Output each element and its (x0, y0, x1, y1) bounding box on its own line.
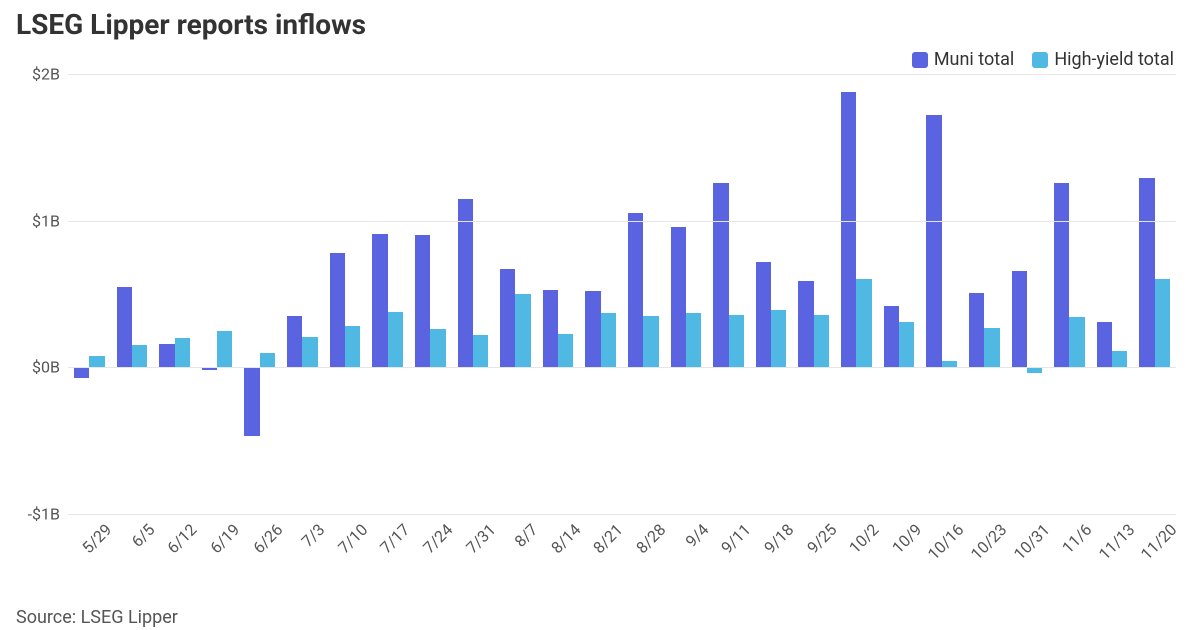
bar (643, 316, 658, 367)
legend-item-muni: Muni total (912, 49, 1014, 70)
x-tick-label: 11/13 (1095, 520, 1139, 564)
x-axis-labels: 5/29 6/56/126/196/26 7/37/107/177/247/31 8/… (68, 520, 1176, 574)
x-tick-label: 8/21 (590, 520, 627, 557)
bar (856, 279, 871, 367)
bar (756, 262, 771, 368)
x-tick-label: 9/18 (760, 520, 797, 557)
bar (117, 287, 132, 368)
x-tick-label: 7/3 (298, 520, 329, 551)
bar (74, 367, 89, 377)
bar (415, 235, 430, 367)
x-tick-label: 7/17 (377, 520, 414, 557)
bar (899, 322, 914, 367)
chart-source: Source: LSEG Lipper (16, 607, 178, 628)
bar (1097, 322, 1112, 367)
chart-title: LSEG Lipper reports inflows (16, 8, 1184, 41)
x-tick-label: 10/9 (888, 520, 925, 557)
plot-area (68, 74, 1176, 514)
x-tick-label: 8/7 (511, 520, 542, 551)
legend: Muni total High-yield total (16, 49, 1184, 70)
x-tick-label: 7/31 (462, 520, 499, 557)
bar (558, 334, 573, 368)
gridline (68, 367, 1176, 368)
y-tick-label: $0B (32, 358, 60, 377)
gridline (68, 221, 1176, 222)
y-tick-label: $1B (32, 211, 60, 230)
bar (729, 315, 744, 368)
bar (515, 294, 530, 367)
x-tick-label: 6/12 (164, 520, 201, 557)
bars-layer (68, 74, 1176, 514)
y-tick-label: $2B (32, 65, 60, 84)
bar (1155, 279, 1170, 367)
x-tick-label: 6/26 (249, 520, 286, 557)
legend-label-muni: Muni total (934, 49, 1014, 70)
x-tick-label: 7/24 (419, 520, 456, 557)
x-tick-label: 10/2 (845, 520, 882, 557)
bar (814, 315, 829, 368)
bar (686, 313, 701, 367)
chart: $2B$1B$0B-$1B 5/296/56/126/196/267/37/10… (16, 74, 1184, 574)
x-tick-label: 11/6 (1058, 520, 1095, 557)
bar (430, 329, 445, 367)
bar (628, 213, 643, 367)
bar (244, 367, 259, 436)
x-tick-label: 6/19 (206, 520, 243, 557)
bar (969, 293, 984, 368)
bar (302, 337, 317, 368)
bar (458, 199, 473, 368)
bar (217, 331, 232, 368)
bar (671, 227, 686, 368)
bar (543, 290, 558, 368)
x-tick-label: 9/25 (803, 520, 840, 557)
bar (1012, 271, 1027, 368)
bar (388, 312, 403, 368)
bar (585, 291, 600, 367)
x-tick-label: 10/31 (1010, 520, 1054, 564)
gridline (68, 514, 1176, 515)
legend-label-hy: High-yield total (1054, 49, 1174, 70)
legend-swatch-muni (912, 52, 928, 68)
bar (89, 356, 104, 368)
bar (713, 183, 728, 368)
x-tick-label: 6/5 (127, 520, 158, 551)
bar (287, 316, 302, 367)
x-tick-label: 9/11 (718, 520, 755, 557)
bar (984, 328, 999, 368)
bar (601, 313, 616, 367)
bar (175, 338, 190, 367)
bar (132, 345, 147, 367)
bar (330, 253, 345, 367)
bar (159, 344, 174, 367)
x-tick-label: 8/28 (632, 520, 669, 557)
x-tick-label: 10/23 (967, 520, 1011, 564)
x-tick-label: 5/29 (78, 520, 115, 557)
x-tick-label: 7/10 (334, 520, 371, 557)
bar (771, 310, 786, 367)
bar (1069, 317, 1084, 367)
x-tick-label: 11/20 (1137, 520, 1181, 564)
legend-item-hy: High-yield total (1032, 49, 1174, 70)
bar (841, 92, 856, 368)
bar (798, 281, 813, 368)
legend-swatch-hy (1032, 52, 1048, 68)
gridline (68, 74, 1176, 75)
bar (500, 269, 515, 367)
x-tick-label: 10/16 (924, 520, 968, 564)
bar (1112, 351, 1127, 367)
bar (473, 335, 488, 367)
x-tick-label: 8/14 (547, 520, 584, 557)
x-tick-label: 9/4 (681, 520, 712, 551)
bar (926, 115, 941, 367)
y-axis: $2B$1B$0B-$1B (16, 74, 60, 574)
y-tick-label: -$1B (28, 505, 60, 524)
bar (1139, 178, 1154, 367)
bar (372, 234, 387, 367)
bar (260, 353, 275, 368)
bar (345, 326, 360, 367)
bar (884, 306, 899, 368)
bar (1054, 183, 1069, 368)
